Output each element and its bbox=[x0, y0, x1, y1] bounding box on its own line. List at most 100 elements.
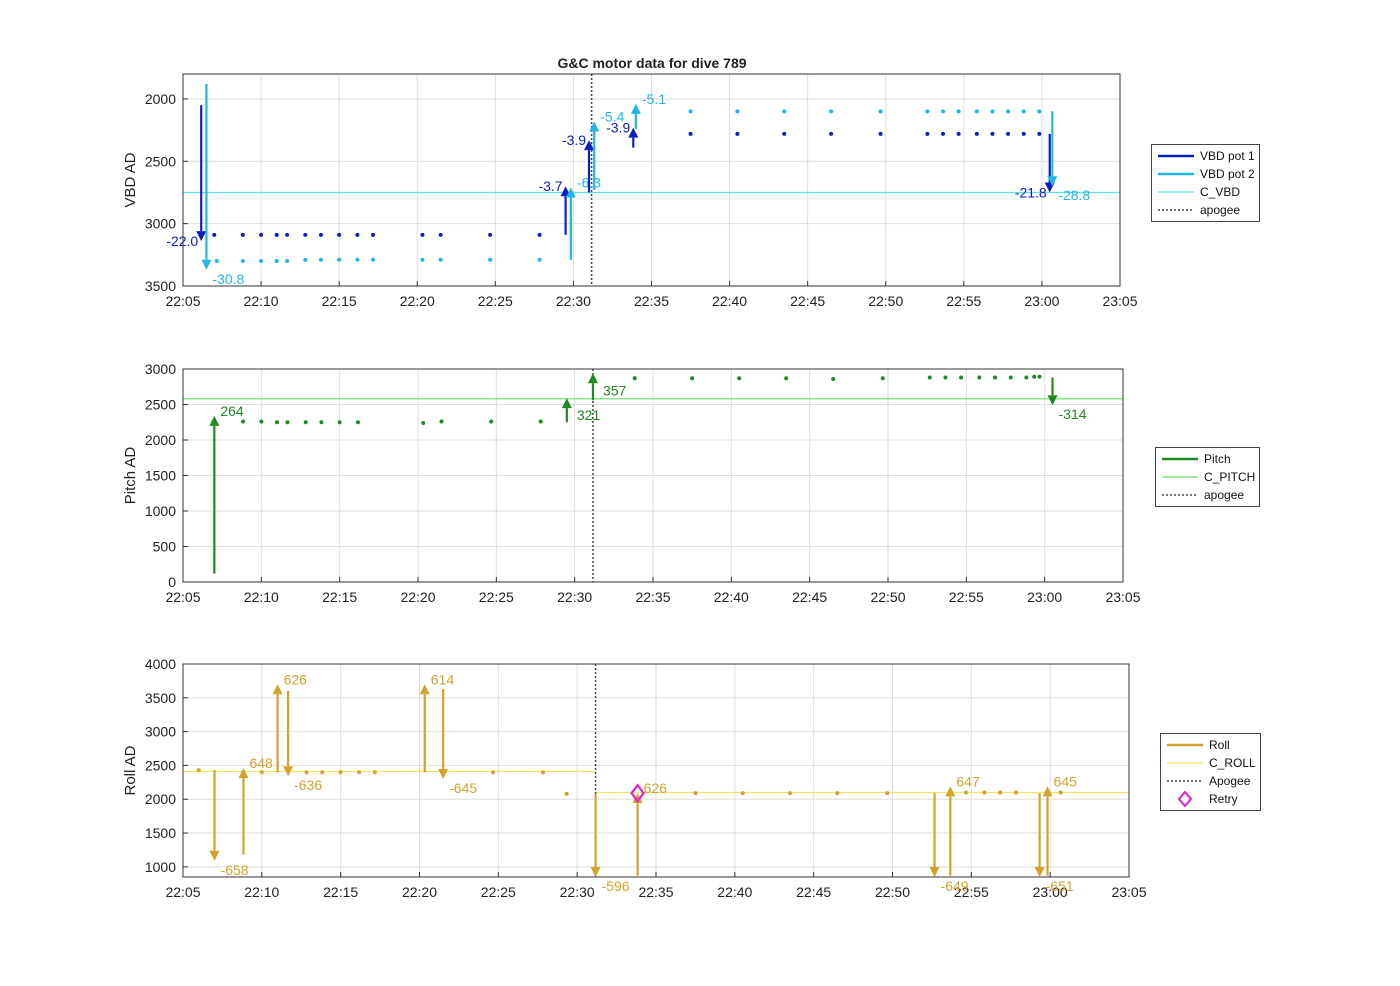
arrow-head bbox=[201, 259, 212, 270]
data-point bbox=[285, 420, 290, 425]
arrow-head bbox=[565, 187, 576, 198]
data-point bbox=[829, 109, 834, 114]
data-point bbox=[541, 770, 546, 775]
axes-frame bbox=[182, 368, 1124, 583]
arrow-head bbox=[1042, 786, 1053, 797]
x-tick-label: 22:25 bbox=[478, 293, 513, 309]
arrow-label: 647 bbox=[956, 773, 980, 789]
arrow-label: -658 bbox=[221, 862, 249, 878]
x-tick-label: 23:00 bbox=[1027, 589, 1062, 605]
arrow-label: -636 bbox=[294, 777, 322, 793]
y-tick-label: 1000 bbox=[145, 859, 176, 875]
legend-swatch bbox=[1160, 468, 1200, 486]
data-point bbox=[240, 259, 245, 264]
y-tick-label: 2000 bbox=[145, 91, 176, 107]
arrow-head bbox=[561, 398, 572, 409]
legend-label: Pitch bbox=[1204, 452, 1231, 466]
arrow-head bbox=[945, 786, 956, 797]
x-tick-label: 22:30 bbox=[557, 589, 592, 605]
data-point bbox=[1032, 374, 1037, 379]
legend-label: Apogee bbox=[1209, 774, 1251, 788]
legend-entry: C_VBD bbox=[1156, 183, 1255, 201]
x-tick-label: 22:45 bbox=[796, 884, 831, 900]
data-point bbox=[831, 376, 836, 381]
data-point bbox=[974, 109, 979, 114]
x-tick-label: 22:55 bbox=[949, 589, 984, 605]
data-point bbox=[564, 791, 569, 796]
data-point bbox=[943, 375, 948, 380]
y-tick-label: 3000 bbox=[145, 724, 176, 740]
data-point bbox=[420, 232, 425, 237]
data-point bbox=[212, 232, 217, 237]
legend-entry: C_PITCH bbox=[1160, 468, 1255, 486]
arrow-label: -314 bbox=[1059, 406, 1087, 422]
y-tick-label: 3500 bbox=[145, 278, 176, 294]
y-axis-label: Pitch AD bbox=[122, 447, 139, 505]
x-tick-label: 22:55 bbox=[946, 293, 981, 309]
data-point bbox=[1021, 131, 1026, 136]
y-tick-label: 2500 bbox=[145, 757, 176, 773]
legend-label: apogee bbox=[1200, 203, 1241, 217]
arrow-label: 648 bbox=[249, 755, 273, 771]
x-tick-label: 22:35 bbox=[635, 589, 670, 605]
data-point bbox=[355, 257, 360, 262]
data-point bbox=[998, 790, 1003, 795]
data-point bbox=[318, 257, 323, 262]
legend-entry: VBD pot 1 bbox=[1156, 147, 1255, 165]
data-point bbox=[303, 232, 308, 237]
data-point bbox=[982, 790, 987, 795]
legend-entry: Retry bbox=[1165, 790, 1256, 808]
x-tick-label: 23:05 bbox=[1102, 293, 1137, 309]
arrow-label: 357 bbox=[603, 382, 627, 398]
y-axis-label: VBD AD bbox=[122, 152, 139, 207]
legend-swatch bbox=[1156, 201, 1196, 219]
data-point bbox=[927, 375, 932, 380]
arrow-label: 614 bbox=[431, 671, 455, 687]
arrow-label: -28.8 bbox=[1058, 187, 1090, 203]
data-point bbox=[303, 420, 308, 425]
legend-swatch bbox=[1156, 147, 1196, 165]
data-point bbox=[439, 419, 444, 424]
axes-frame bbox=[182, 663, 1130, 878]
data-point bbox=[690, 376, 695, 381]
axes-frame bbox=[182, 73, 1121, 287]
data-point bbox=[259, 770, 264, 775]
x-tick-label: 22:25 bbox=[481, 884, 516, 900]
data-point bbox=[538, 419, 543, 424]
x-tick-label: 22:50 bbox=[875, 884, 910, 900]
data-point bbox=[688, 131, 693, 136]
x-tick-label: 22:20 bbox=[402, 884, 437, 900]
arrow-label: -3.9 bbox=[606, 120, 630, 136]
x-tick-label: 22:40 bbox=[717, 884, 752, 900]
data-point bbox=[196, 768, 201, 773]
data-point bbox=[632, 376, 637, 381]
data-point bbox=[878, 109, 883, 114]
data-point bbox=[959, 375, 964, 380]
data-point bbox=[956, 109, 961, 114]
data-point bbox=[1008, 375, 1013, 380]
legend-label: Roll bbox=[1209, 738, 1230, 752]
legend-swatch bbox=[1156, 165, 1196, 183]
x-tick-label: 22:50 bbox=[868, 293, 903, 309]
data-point bbox=[835, 791, 840, 796]
arrow-head bbox=[209, 850, 220, 861]
arrow-head bbox=[1034, 867, 1045, 877]
y-tick-label: 2000 bbox=[145, 432, 176, 448]
legend-swatch bbox=[1165, 772, 1205, 790]
data-point bbox=[337, 420, 342, 425]
data-point bbox=[420, 257, 425, 262]
data-point bbox=[956, 131, 961, 136]
data-point bbox=[338, 770, 343, 775]
data-point bbox=[1037, 109, 1042, 114]
x-tick-label: 22:45 bbox=[792, 589, 827, 605]
data-point bbox=[320, 770, 325, 775]
arrow-label: 264 bbox=[220, 403, 244, 419]
legend-swatch bbox=[1160, 450, 1200, 468]
x-tick-label: 22:25 bbox=[479, 589, 514, 605]
x-tick-label: 23:00 bbox=[1033, 884, 1068, 900]
data-point bbox=[977, 375, 982, 380]
arrow-head bbox=[196, 231, 207, 242]
arrow-head bbox=[1047, 176, 1058, 187]
data-point bbox=[319, 420, 324, 425]
data-point bbox=[337, 232, 342, 237]
